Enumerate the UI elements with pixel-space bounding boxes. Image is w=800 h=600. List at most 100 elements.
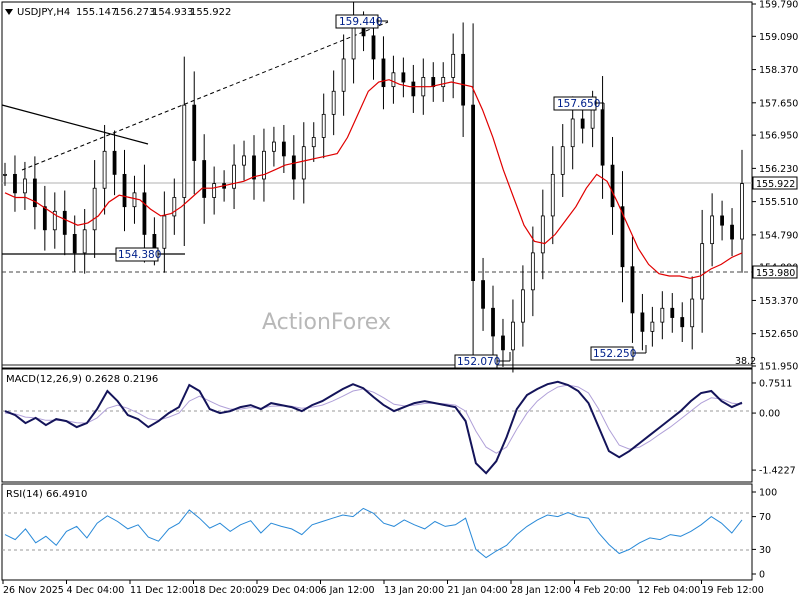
price-bar-body bbox=[740, 183, 744, 240]
price-bar-body bbox=[620, 206, 625, 268]
macd-axis: 0.7511 0.00 -1.4227 bbox=[752, 378, 796, 477]
price-bar-body bbox=[172, 197, 177, 217]
callout-low-154380[interactable]: 154.380 bbox=[115, 247, 161, 262]
price-bar-body bbox=[610, 164, 615, 208]
price-tick-label: 156.230 bbox=[759, 164, 798, 175]
time-axis: 26 Nov 2025 4 Dec 04:00 11 Dec 12:00 18 Dec… bbox=[2, 580, 764, 596]
price-bar-body bbox=[62, 210, 67, 235]
macd-main-line bbox=[4, 380, 743, 475]
time-tick-label: 12 Feb 04:00 bbox=[638, 585, 700, 596]
time-tick-label: 6 Jan 12:00 bbox=[321, 585, 375, 596]
price-bar-body bbox=[560, 146, 565, 175]
price-bar-body bbox=[192, 104, 197, 161]
time-tick-label: 18 Dec 20:00 bbox=[194, 585, 258, 596]
price-bar-body bbox=[152, 234, 157, 249]
price-bar-body bbox=[72, 234, 77, 254]
price-bar-body bbox=[102, 150, 107, 189]
callout-low-154380-text: 154.380 bbox=[118, 249, 161, 261]
price-tick-label: 151.950 bbox=[759, 362, 798, 373]
price-bar-body bbox=[710, 215, 715, 245]
ascending-channel-line[interactable] bbox=[21, 21, 389, 171]
rsi-tick-label: 0 bbox=[759, 570, 765, 581]
support-level-tag: 153.980 bbox=[752, 265, 798, 279]
price-bar-body bbox=[182, 104, 187, 198]
price-tick-label: 159.790 bbox=[759, 0, 798, 11]
price-bar-body bbox=[291, 155, 296, 180]
price-bar-body bbox=[730, 224, 734, 240]
price-bar-body bbox=[640, 312, 645, 332]
price-bar-body bbox=[142, 192, 147, 235]
price-bar-body bbox=[530, 252, 535, 291]
price-bar-body bbox=[451, 53, 456, 78]
callout-high-157650[interactable]: 157.650 bbox=[553, 96, 605, 120]
price-bar-body bbox=[281, 141, 286, 157]
price-bar-body bbox=[311, 137, 316, 148]
price-bar-body bbox=[600, 109, 605, 166]
descending-trendline[interactable] bbox=[1, 104, 149, 145]
price-bar-body bbox=[590, 109, 595, 129]
time-tick-label: 26 Nov 2025 bbox=[3, 585, 64, 596]
callout-low-152070-text: 152.070 bbox=[457, 356, 500, 368]
price-bar-body bbox=[341, 58, 346, 92]
rsi-tick-label: 100 bbox=[759, 488, 777, 499]
price-bar-body bbox=[52, 210, 57, 231]
price-bar-body bbox=[501, 335, 505, 351]
price-bar-body bbox=[540, 215, 545, 254]
callout-high-159440-text: 159.440 bbox=[339, 16, 382, 28]
price-bar-body bbox=[441, 77, 446, 88]
time-tick-label: 4 Dec 04:00 bbox=[67, 585, 125, 596]
price-bar-body bbox=[630, 266, 635, 314]
price-tick-label: 157.650 bbox=[759, 98, 798, 109]
time-tick-label: 11 Dec 12:00 bbox=[130, 585, 194, 596]
price-bar-body bbox=[471, 104, 475, 281]
price-bar-body bbox=[32, 178, 37, 208]
price-bar-body bbox=[122, 173, 127, 208]
rsi-tick-label: 30 bbox=[759, 545, 771, 556]
price-bar-body bbox=[660, 307, 665, 323]
time-tick-label: 28 Jan 12:00 bbox=[511, 585, 571, 596]
macd-tick-label: 0.7511 bbox=[759, 378, 792, 389]
price-bar-body bbox=[461, 53, 466, 106]
price-tick-label: 159.090 bbox=[759, 32, 798, 43]
price-bar-body bbox=[670, 307, 675, 318]
callout-low-152070[interactable]: 152.070 bbox=[454, 352, 511, 369]
macd-tick-label: 0.00 bbox=[759, 409, 780, 420]
callout-high-157650-text: 157.650 bbox=[557, 98, 600, 110]
price-bar-body bbox=[520, 289, 525, 323]
price-bar-body bbox=[391, 72, 396, 88]
price-tick-label: 158.370 bbox=[759, 65, 798, 76]
price-bar-body bbox=[411, 81, 416, 97]
price-bar-body bbox=[82, 229, 87, 254]
callout-low-152250-text: 152.250 bbox=[593, 348, 636, 360]
price-bar-body bbox=[331, 90, 336, 115]
price-bar-body bbox=[700, 243, 705, 300]
price-tick-label: 155.510 bbox=[759, 197, 798, 208]
macd-panel bbox=[1, 368, 753, 483]
rsi-tick-label: 70 bbox=[759, 512, 771, 523]
time-tick-label: 29 Dec 04:00 bbox=[257, 585, 321, 596]
rsi-axis: 100 70 30 0 bbox=[752, 488, 777, 581]
dropdown-triangle-icon[interactable] bbox=[5, 9, 13, 15]
callout-high-159440[interactable]: 159.440 bbox=[335, 14, 388, 29]
price-bar-body bbox=[23, 178, 27, 194]
price-tick-label: 156.950 bbox=[759, 131, 798, 142]
price-panel bbox=[1, 1, 753, 369]
callout-low-152250[interactable]: 152.250 bbox=[590, 345, 647, 361]
price-bar-body bbox=[720, 215, 724, 226]
rsi-line bbox=[4, 507, 743, 559]
price-bar-body bbox=[381, 58, 386, 88]
price-bar-body bbox=[401, 72, 406, 83]
price-bar-body bbox=[680, 317, 685, 328]
time-tick-label: 4 Feb 20:00 bbox=[575, 585, 631, 596]
price-bar-body bbox=[262, 150, 266, 180]
price-bar-body bbox=[212, 183, 217, 198]
price-bar-body bbox=[202, 160, 207, 198]
price-bar-body bbox=[690, 298, 695, 328]
time-tick-label: 13 Jan 20:00 bbox=[384, 585, 444, 596]
price-bar-body bbox=[511, 321, 515, 351]
ohlc-close: 155.922 bbox=[190, 7, 231, 18]
price-bar-body bbox=[112, 150, 117, 175]
watermark: ActionForex bbox=[262, 310, 391, 335]
price-bar-body bbox=[242, 155, 246, 166]
price-bar-body bbox=[301, 146, 306, 180]
